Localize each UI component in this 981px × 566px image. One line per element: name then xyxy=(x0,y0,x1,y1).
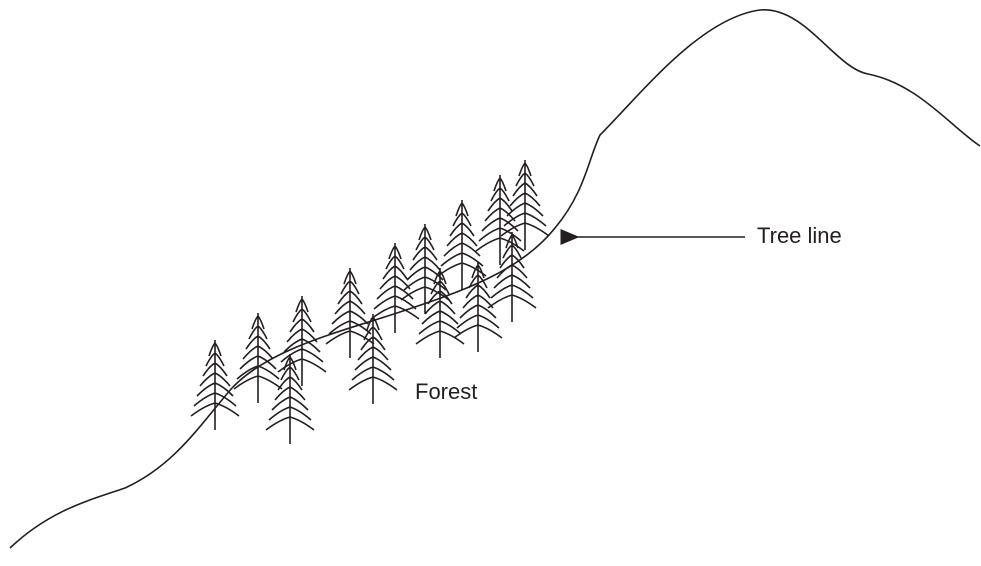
tree xyxy=(325,267,375,359)
tree-line-label: Tree line xyxy=(757,223,842,248)
tree xyxy=(415,267,465,359)
forest-label: Forest xyxy=(415,379,477,404)
tree xyxy=(400,223,450,315)
tree xyxy=(348,313,398,405)
tree xyxy=(190,339,240,431)
tree xyxy=(265,353,315,445)
mountain xyxy=(9,9,981,549)
tree xyxy=(487,231,537,323)
forest-trees xyxy=(190,159,550,445)
